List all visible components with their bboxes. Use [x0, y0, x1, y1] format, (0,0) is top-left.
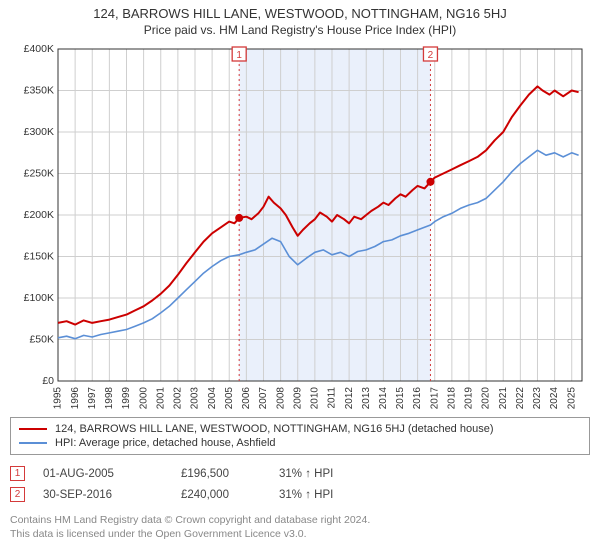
svg-text:1999: 1999: [121, 387, 132, 410]
footnote-line: Contains HM Land Registry data © Crown c…: [10, 513, 590, 527]
legend: 124, BARROWS HILL LANE, WESTWOOD, NOTTIN…: [10, 417, 590, 455]
sale-date: 01-AUG-2005: [43, 468, 163, 480]
svg-text:2006: 2006: [241, 387, 252, 410]
svg-text:2023: 2023: [532, 387, 543, 410]
sale-date: 30-SEP-2016: [43, 489, 163, 501]
footnote-line: This data is licensed under the Open Gov…: [10, 527, 590, 541]
svg-text:£250K: £250K: [24, 168, 54, 180]
chart-title: 124, BARROWS HILL LANE, WESTWOOD, NOTTIN…: [10, 6, 590, 21]
svg-text:2: 2: [428, 50, 434, 61]
svg-text:2007: 2007: [258, 387, 269, 410]
sale-row: 2 30-SEP-2016 £240,000 31% ↑ HPI: [10, 484, 590, 505]
svg-text:2014: 2014: [378, 387, 389, 410]
svg-text:2018: 2018: [446, 387, 457, 410]
svg-text:2009: 2009: [292, 387, 303, 410]
svg-text:£350K: £350K: [24, 85, 54, 97]
svg-text:1997: 1997: [87, 387, 98, 410]
sales-table: 1 01-AUG-2005 £196,500 31% ↑ HPI 2 30-SEP-201…: [10, 463, 590, 505]
svg-text:2011: 2011: [327, 387, 338, 409]
svg-text:2015: 2015: [395, 387, 406, 410]
svg-text:£300K: £300K: [24, 126, 54, 138]
legend-swatch: [19, 428, 47, 430]
svg-text:2010: 2010: [310, 387, 321, 410]
svg-text:2020: 2020: [481, 387, 492, 410]
legend-item: 124, BARROWS HILL LANE, WESTWOOD, NOTTIN…: [19, 422, 581, 436]
svg-text:£200K: £200K: [24, 209, 54, 221]
sale-badge: 1: [10, 466, 25, 481]
sale-price: £196,500: [181, 468, 261, 480]
svg-text:2003: 2003: [190, 387, 201, 410]
chart-area: £0 £50K £100K £150K £200K £250K £300K £350K £400…: [10, 43, 590, 411]
svg-text:2000: 2000: [138, 387, 149, 410]
svg-text:2008: 2008: [275, 387, 286, 410]
legend-label: HPI: Average price, detached house, Ashf…: [55, 437, 276, 449]
svg-text:£150K: £150K: [24, 251, 54, 263]
svg-text:2019: 2019: [464, 387, 475, 410]
svg-text:2013: 2013: [361, 387, 372, 410]
sale-badge: 2: [10, 487, 25, 502]
svg-text:2024: 2024: [549, 387, 560, 410]
svg-text:£0: £0: [42, 375, 54, 387]
svg-text:1998: 1998: [104, 387, 115, 410]
svg-text:2004: 2004: [207, 387, 218, 410]
legend-item: HPI: Average price, detached house, Ashf…: [19, 436, 581, 450]
svg-text:1996: 1996: [70, 387, 81, 410]
svg-text:£400K: £400K: [24, 43, 54, 55]
svg-text:2021: 2021: [498, 387, 509, 410]
svg-text:2005: 2005: [224, 387, 235, 410]
sale-price: £240,000: [181, 489, 261, 501]
svg-text:1: 1: [236, 50, 242, 61]
sale-pct: 31% ↑ HPI: [279, 468, 379, 480]
line-chart: £0 £50K £100K £150K £200K £250K £300K £350K £400…: [10, 43, 590, 411]
chart-subtitle: Price paid vs. HM Land Registry's House …: [10, 23, 590, 37]
svg-text:£100K: £100K: [24, 292, 54, 304]
svg-text:2022: 2022: [515, 387, 526, 410]
svg-text:1995: 1995: [53, 387, 64, 410]
svg-text:2001: 2001: [155, 387, 166, 410]
svg-text:2025: 2025: [566, 387, 577, 410]
svg-text:2002: 2002: [173, 387, 184, 410]
svg-text:2016: 2016: [412, 387, 423, 410]
legend-label: 124, BARROWS HILL LANE, WESTWOOD, NOTTIN…: [55, 423, 494, 435]
sale-row: 1 01-AUG-2005 £196,500 31% ↑ HPI: [10, 463, 590, 484]
sale-pct: 31% ↑ HPI: [279, 489, 379, 501]
svg-text:2017: 2017: [429, 387, 440, 410]
footnote: Contains HM Land Registry data © Crown c…: [10, 513, 590, 541]
svg-text:2012: 2012: [344, 387, 355, 410]
legend-swatch: [19, 442, 47, 444]
svg-text:£50K: £50K: [29, 334, 54, 346]
